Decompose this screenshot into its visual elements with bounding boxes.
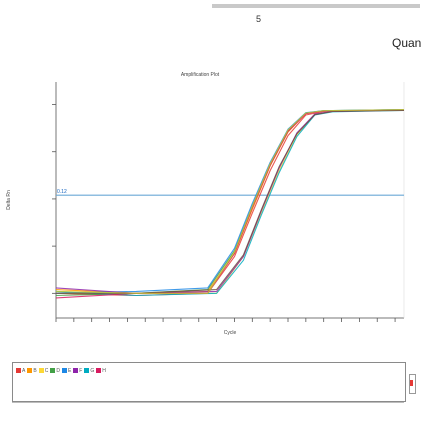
legend-item[interactable]: D	[50, 367, 60, 374]
top-divider	[212, 4, 420, 8]
series-line-6	[55, 109, 405, 294]
legend-item[interactable]: A	[16, 367, 25, 374]
legend-swatch	[73, 368, 79, 373]
series-line-3	[56, 109, 405, 294]
legend-item[interactable]: G	[84, 367, 94, 374]
threshold-label: 0.12	[57, 189, 67, 195]
panel-scrollbar-thumb[interactable]	[410, 380, 413, 386]
amplification-chart: 0.12 Cycle Delta Rn Amplification Plot	[6, 72, 405, 336]
series-line-7	[55, 109, 405, 294]
series-line-9	[56, 109, 405, 294]
legend-label: D	[56, 367, 60, 374]
legend-label: A	[22, 367, 26, 374]
header-title: Quan	[392, 36, 422, 50]
legend-label: B	[33, 367, 37, 374]
bottom-divider	[12, 402, 404, 403]
series-line-8	[55, 109, 405, 299]
legend-label: G	[90, 367, 95, 374]
legend-label: E	[67, 367, 72, 374]
legend-item[interactable]: E	[61, 367, 72, 374]
legend-swatch	[50, 368, 56, 373]
legend-item[interactable]: C	[38, 367, 49, 374]
series-line-4	[55, 109, 405, 297]
x-axis-label: Cycle	[224, 330, 237, 336]
legend-item[interactable]: B	[27, 367, 37, 374]
legend-label: F	[79, 367, 83, 374]
legend-item[interactable]: H	[96, 367, 106, 374]
legend-swatch	[96, 368, 102, 373]
y-axis-label: Delta Rn	[6, 190, 12, 210]
legend-swatch	[61, 368, 67, 373]
series-line-1	[55, 109, 405, 297]
series-line-2	[55, 109, 405, 294]
series-line-5	[55, 109, 405, 297]
legend-swatch	[27, 368, 33, 373]
legend-swatch	[16, 368, 21, 373]
legend-item[interactable]: F	[73, 367, 82, 374]
legend-label: C	[44, 367, 49, 374]
legend-label: H	[102, 367, 106, 374]
header-number: 5	[256, 14, 262, 24]
series-line-10	[55, 109, 405, 294]
chart-title: Amplification Plot	[181, 72, 220, 78]
legend-swatch	[84, 368, 90, 373]
legend-swatch	[38, 368, 44, 373]
